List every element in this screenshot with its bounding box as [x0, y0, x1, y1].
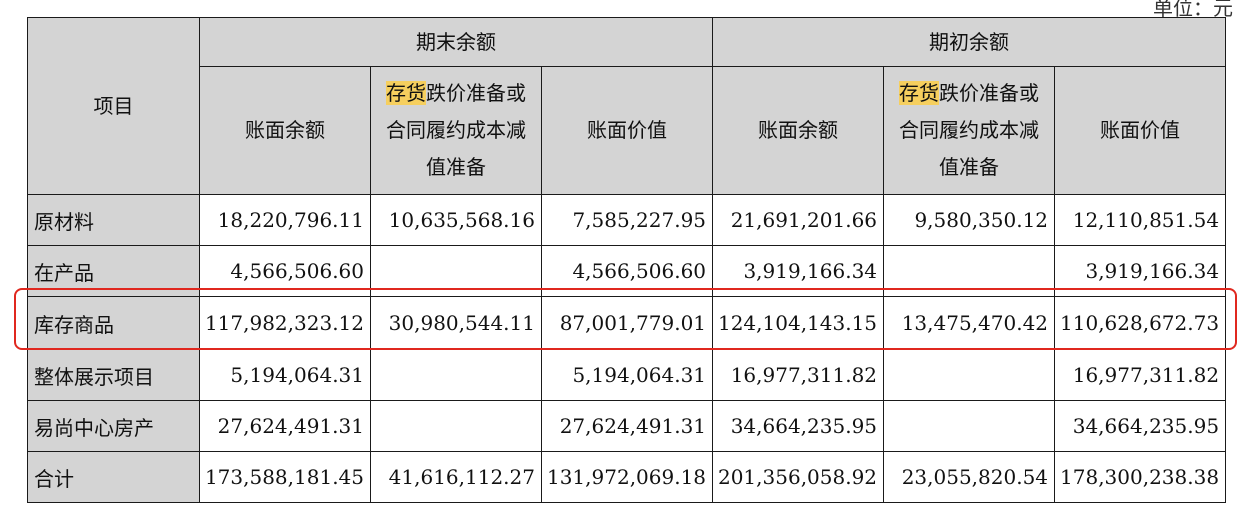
table-cell: 16,977,311.82: [1054, 349, 1227, 401]
table-cell: 10,635,568.16: [370, 194, 542, 246]
table-cell: 131,972,069.18: [540, 451, 714, 503]
row-label: 合计: [27, 451, 200, 503]
row-label: 易尚中心房产: [27, 400, 200, 452]
row-label: 库存商品: [27, 296, 200, 350]
header-opening-balance: 期初余额: [712, 17, 1227, 67]
row-label: 原材料: [27, 194, 200, 246]
table-cell: 30,980,544.11: [370, 296, 542, 350]
table-row: 原材料 18,220,796.11 10,635,568.16 7,585,22…: [27, 194, 1227, 246]
table-cell: 3,919,166.34: [1054, 245, 1227, 297]
table-row-total: 合计 173,588,181.45 41,616,112.27 131,972,…: [27, 451, 1227, 503]
header-item: 项目: [27, 17, 200, 195]
table-cell: [883, 349, 1056, 401]
row-label: 整体展示项目: [27, 349, 200, 401]
table-cell: [370, 349, 542, 401]
table-cell: [370, 245, 542, 297]
table-cell: 87,001,779.01: [540, 296, 714, 350]
table-cell: [370, 400, 542, 452]
table-cell: 12,110,851.54: [1054, 194, 1227, 246]
table-cell: 18,220,796.11: [199, 194, 371, 246]
header-ending-provision: 存货跌价准备或 合同履约成本减 值准备: [370, 66, 542, 195]
table-cell: 21,691,201.66: [712, 194, 885, 246]
header-opening-book-balance: 账面余额: [712, 66, 885, 195]
table-cell: 110,628,672.73: [1054, 296, 1227, 350]
table-cell: 3,919,166.34: [712, 245, 885, 297]
table-cell: [883, 245, 1056, 297]
table-cell: 5,194,064.31: [199, 349, 371, 401]
highlight-inventory: 存货: [899, 81, 940, 105]
table-cell: 124,104,143.15: [712, 296, 885, 350]
row-label: 在产品: [27, 245, 200, 297]
table-cell: 23,055,820.54: [883, 451, 1056, 503]
table-row: 易尚中心房产 27,624,491.31 27,624,491.31 34,66…: [27, 400, 1227, 452]
table-cell: 7,585,227.95: [540, 194, 714, 246]
table-row: 整体展示项目 5,194,064.31 5,194,064.31 16,977,…: [27, 349, 1227, 401]
table-cell: 173,588,181.45: [199, 451, 371, 503]
unit-label: 单位：元: [1153, 0, 1233, 20]
table-cell: 4,566,506.60: [540, 245, 714, 297]
table-cell: 16,977,311.82: [712, 349, 885, 401]
table-cell: 4,566,506.60: [199, 245, 371, 297]
inventory-table: 项目 期末余额 期初余额 账面余额 存货跌价准备或 合同履约成本减 值准备 账面…: [27, 17, 1227, 503]
table-cell: 27,624,491.31: [540, 400, 714, 452]
table-cell: 13,475,470.42: [883, 296, 1056, 350]
header-opening-book-value: 账面价值: [1054, 66, 1227, 195]
table-cell: 27,624,491.31: [199, 400, 371, 452]
table-cell: 34,664,235.95: [712, 400, 885, 452]
table-cell: 117,982,323.12: [199, 296, 371, 350]
header-ending-book-balance: 账面余额: [199, 66, 371, 195]
header-ending-balance: 期末余额: [198, 17, 714, 67]
table-cell: [883, 400, 1056, 452]
highlight-inventory: 存货: [386, 81, 426, 105]
table-cell: 178,300,238.38: [1054, 451, 1227, 503]
table-cell: 41,616,112.27: [370, 451, 542, 503]
table-cell: 34,664,235.95: [1054, 400, 1227, 452]
header-ending-book-value: 账面价值: [540, 66, 714, 195]
table-cell: 9,580,350.12: [883, 194, 1056, 246]
header-opening-provision: 存货跌价准备或 合同履约成本减 值准备: [883, 66, 1056, 195]
table-row: 库存商品 117,982,323.12 30,980,544.11 87,001…: [27, 296, 1227, 350]
table-cell: 5,194,064.31: [540, 349, 714, 401]
table-row: 在产品 4,566,506.60 4,566,506.60 3,919,166.…: [27, 245, 1227, 297]
table-cell: 201,356,058.92: [712, 451, 885, 503]
